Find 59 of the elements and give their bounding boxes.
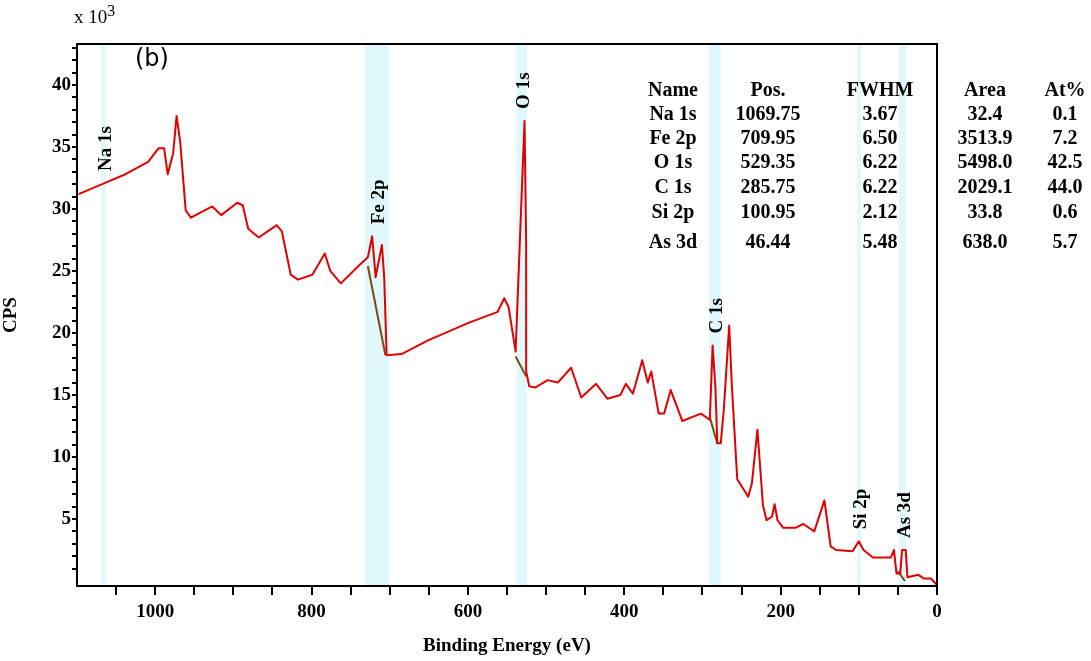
- annotation: Fe 2p: [649, 126, 697, 149]
- x-tick-label: 200: [766, 600, 795, 622]
- annotation: Si 2p: [651, 200, 695, 223]
- band-label: As 3d: [892, 491, 914, 539]
- text: 3513.9: [957, 126, 1013, 149]
- annotation: 1069.75: [735, 102, 801, 125]
- annotation: Name: [648, 78, 698, 101]
- annotation: FWHM: [846, 78, 914, 101]
- annotation: Na 1s: [649, 102, 697, 125]
- text: 44.0: [1047, 175, 1083, 198]
- annotation: 6.50: [862, 126, 898, 149]
- band-label: O 1s: [511, 72, 533, 109]
- y-axis-title: CPS: [0, 297, 21, 333]
- annotation: 6.22: [862, 175, 898, 198]
- annotation: O 1s: [653, 150, 693, 173]
- annotation: Pos.: [750, 78, 786, 101]
- y-tick-label: 5: [61, 506, 71, 528]
- annotation: (b): [135, 44, 169, 72]
- text: Area: [964, 78, 1006, 101]
- y-tick-label: 40: [52, 72, 71, 94]
- annotation: C 1s: [654, 175, 692, 198]
- annotation: 529.35: [740, 150, 796, 173]
- y-tick-label: 15: [52, 382, 71, 404]
- text: 0.1: [1052, 102, 1078, 125]
- text: At%: [1044, 78, 1086, 101]
- annotation: 709.95: [740, 126, 796, 149]
- band-label: Si 2p: [849, 488, 871, 530]
- y-tick-label: 20: [52, 320, 71, 342]
- y-tick-label: 25: [52, 258, 71, 280]
- text: 33.8: [967, 200, 1003, 223]
- text: 0.6: [1052, 200, 1078, 223]
- y-tick-label: 10: [52, 444, 71, 466]
- x-tick-label: 400: [610, 600, 639, 622]
- x-axis-title: Binding Energy (eV): [423, 633, 591, 656]
- text: 638.0: [962, 230, 1008, 253]
- text: 2029.1: [957, 175, 1013, 198]
- x-tick-label: 600: [453, 600, 483, 622]
- y-tick-label: 30: [52, 196, 71, 218]
- text: 7.2: [1052, 126, 1078, 149]
- text: 5498.0: [957, 150, 1013, 173]
- annotation: As 3d: [648, 230, 698, 253]
- annotation: 46.44: [745, 230, 791, 253]
- annotation: 100.95: [740, 200, 796, 223]
- x-tick-label: 800: [297, 600, 326, 622]
- text: 32.4: [967, 102, 1003, 125]
- annotation: 2.12: [862, 200, 898, 223]
- y-tick-label: 35: [52, 134, 71, 156]
- annotation: 5.48: [862, 230, 898, 253]
- x-tick-label: 0: [932, 600, 942, 622]
- text: x 10$^{3}$: [74, 2, 116, 29]
- band-label: C 1s: [704, 298, 726, 334]
- band-label: Fe 2p: [366, 179, 388, 225]
- annotation: 285.75: [740, 175, 796, 198]
- text: 42.5: [1047, 150, 1083, 173]
- text: 5.7: [1052, 230, 1078, 253]
- annotation: 6.22: [862, 150, 898, 173]
- annotation: 3.67: [862, 102, 898, 125]
- x-tick-label: 1000: [136, 600, 175, 622]
- band-label: Na 1s: [93, 126, 115, 171]
